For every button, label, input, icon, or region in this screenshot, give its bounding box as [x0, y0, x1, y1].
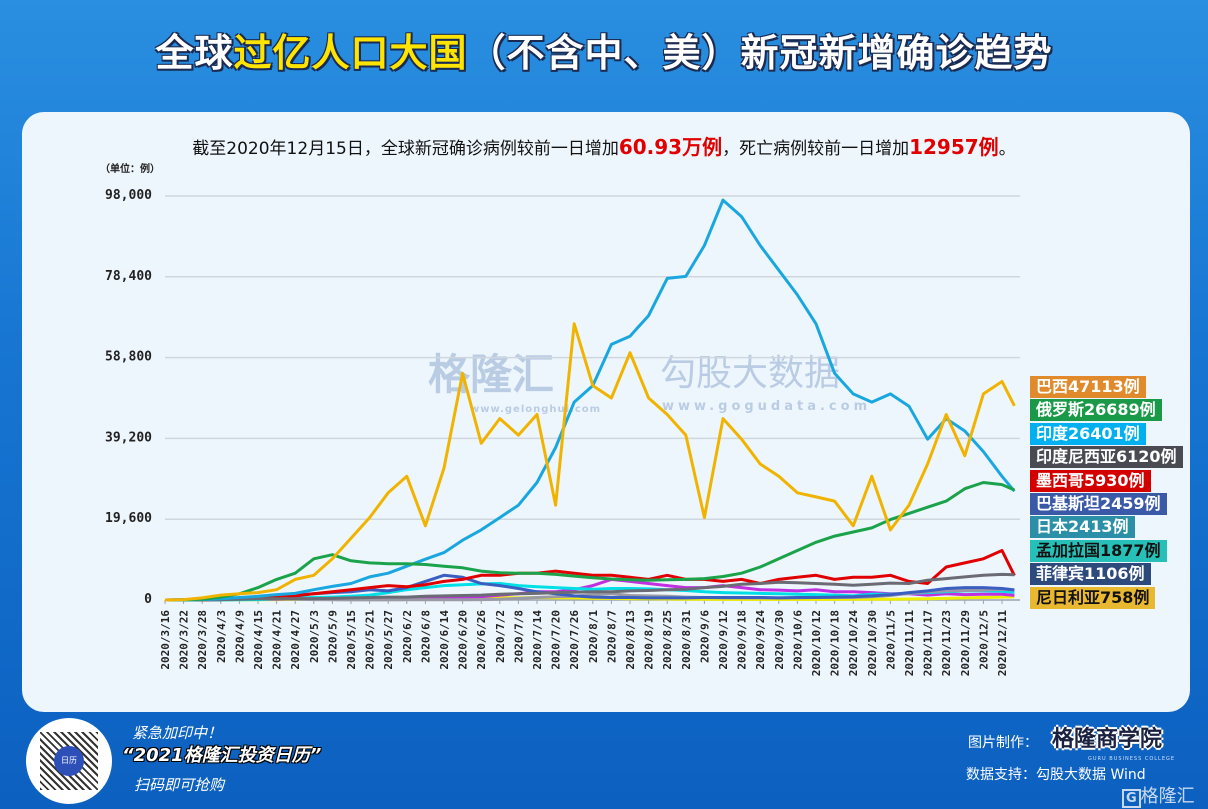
- legend-item: 孟加拉国1877例: [1030, 539, 1167, 562]
- x-tick-label: 2020/6/8: [419, 610, 432, 663]
- x-tick-label: 2020/8/31: [680, 610, 693, 670]
- title-part: 全球: [155, 31, 234, 75]
- x-tick-label: 2020/4/27: [289, 610, 302, 670]
- watermark-gelonghui-url: www.gelonghui.com: [470, 404, 602, 415]
- subtitle-text: 截至2020年12月15日，全球新冠确诊病例较前一日增加: [192, 139, 619, 159]
- x-tick-label: 2020/10/30: [866, 610, 879, 676]
- made-by-brand: 格隆商学院: [1052, 727, 1163, 752]
- x-tick-label: 2020/9/30: [773, 610, 786, 670]
- watermark-gogudata-url: www.gogudata.com: [662, 399, 872, 414]
- y-tick-label: 39,200: [105, 430, 152, 445]
- series-line-巴西: [164, 322, 1016, 602]
- series-line-印度尼西亚: [165, 572, 1015, 602]
- qr-logo: 日历: [54, 746, 84, 776]
- promo-line-2: “2021格隆汇投资日历”: [122, 745, 322, 766]
- x-tick-label: 2020/9/6: [698, 610, 711, 663]
- legend-item: 巴基斯坦2459例: [1030, 492, 1167, 515]
- y-tick-label: 0: [144, 592, 152, 607]
- x-tick-label: 2020/8/13: [624, 610, 637, 670]
- legend-item: 尼日利亚758例: [1030, 586, 1156, 609]
- logo-text: 格隆汇: [1140, 786, 1195, 807]
- x-tick-label: 2020/5/3: [308, 610, 321, 663]
- legend-item: 印度26401例: [1030, 422, 1146, 445]
- unit-label: （单位：例）: [100, 164, 160, 175]
- y-tick-label: 98,000: [105, 188, 152, 203]
- x-tick-label: 2020/6/20: [457, 610, 470, 670]
- x-tick-label: 2020/11/5: [884, 610, 897, 670]
- legend-item: 菲律宾1106例: [1030, 563, 1151, 586]
- x-tick-label: 2020/7/2: [494, 610, 507, 663]
- series-line-墨西哥: [165, 549, 1016, 602]
- x-tick-label: 2020/5/15: [345, 610, 358, 670]
- watermark-text: 格隆汇: [428, 350, 555, 399]
- y-tick-label: 58,800: [105, 350, 152, 365]
- x-tick-label: 2020/10/6: [791, 610, 804, 670]
- x-tick-label: 2020/4/3: [215, 610, 228, 663]
- x-tick-label: 2020/12/5: [977, 610, 990, 670]
- legend-item: 日本2413例: [1030, 516, 1135, 539]
- x-tick-label: 2020/6/2: [401, 610, 414, 663]
- chart-subtitle: 截至2020年12月15日，全球新冠确诊病例较前一日增加60.93万例，死亡病例…: [0, 135, 1208, 161]
- promo-line-1: 紧急加印中！: [132, 724, 223, 742]
- legend-item: 俄罗斯26689例: [1030, 399, 1162, 422]
- x-tick-label: 2020/7/8: [512, 610, 525, 663]
- x-tick-label: 2020/8/19: [643, 610, 656, 670]
- made-by-label: 图片制作：: [968, 735, 1038, 751]
- series-line-印度: [165, 198, 1016, 602]
- legend-item: 印度尼西亚6120例: [1030, 446, 1183, 469]
- watermark-gogudata: 勾股大数据: [660, 353, 841, 394]
- promo-line-3: 扫码即可抢购: [134, 776, 225, 794]
- x-tick-label: 2020/8/25: [661, 610, 674, 670]
- x-tick-label: 2020/11/29: [959, 610, 972, 676]
- gelonghui-logo: G 格隆汇: [1122, 786, 1195, 808]
- made-by-brand-en: GURU BUSINESS COLLEGE: [1088, 756, 1176, 762]
- x-tick-label: 2020/12/11: [996, 610, 1009, 677]
- subtitle-text: ，死亡病例较前一日增加: [722, 139, 910, 159]
- y-tick-label: 78,400: [105, 269, 152, 284]
- x-tick-label: 2020/3/16: [159, 610, 172, 670]
- x-tick-label: 2020/7/20: [550, 610, 563, 670]
- qr-code[interactable]: 日历: [26, 718, 112, 804]
- subtitle-deaths: 12957例: [909, 135, 999, 159]
- legend-item: 墨西哥5930例: [1030, 469, 1151, 492]
- x-tick-label: 2020/10/18: [829, 610, 842, 676]
- x-tick-label: 2020/9/12: [717, 610, 730, 670]
- x-tick-label: 2020/5/21: [364, 610, 377, 670]
- x-tick-label: 2020/4/9: [233, 610, 246, 663]
- x-tick-label: 2020/7/14: [531, 610, 544, 670]
- x-tick-label: 2020/9/24: [754, 610, 767, 670]
- x-tick-label: 2020/10/12: [810, 610, 823, 676]
- title-highlight: 过亿人口大国: [233, 31, 468, 75]
- x-tick-label: 2020/11/11: [903, 610, 916, 677]
- title-part: （不含中、美）新冠新增确诊趋势: [467, 31, 1053, 75]
- page-title: 全球过亿人口大国（不含中、美）新冠新增确诊趋势: [0, 30, 1208, 76]
- x-tick-label: 2020/4/21: [271, 610, 284, 670]
- legend-item: 巴西47113例: [1030, 376, 1146, 398]
- x-tick-label: 2020/7/26: [568, 610, 581, 670]
- x-tick-label: 2020/3/22: [178, 610, 191, 670]
- x-tick-label: 2020/11/17: [922, 610, 935, 676]
- x-tick-label: 2020/5/27: [382, 610, 395, 670]
- x-tick-label: 2020/4/15: [252, 610, 265, 670]
- x-tick-label: 2020/8/1: [587, 610, 600, 663]
- x-tick-label: 2020/11/23: [940, 610, 953, 676]
- subtitle-cases: 60.93万例: [618, 135, 723, 159]
- x-tick-label: 2020/8/7: [605, 610, 618, 663]
- watermark-gelonghui: 格隆汇: [428, 350, 555, 399]
- chart-panel: [22, 112, 1190, 712]
- x-tick-label: 2020/3/28: [196, 610, 209, 670]
- x-tick-label: 2020/10/24: [847, 610, 860, 677]
- x-tick-label: 2020/6/14: [438, 610, 451, 670]
- series-line-俄罗斯: [164, 481, 1015, 602]
- y-tick-label: 19,600: [105, 511, 152, 526]
- g-logo-icon: G: [1122, 789, 1141, 808]
- x-tick-label: 2020/6/26: [475, 610, 488, 670]
- x-tick-label: 2020/9/18: [736, 610, 749, 670]
- subtitle-text: 。: [998, 139, 1016, 159]
- x-tick-label: 2020/5/9: [326, 610, 339, 663]
- legend: 巴西47113例 俄罗斯26689例 印度26401例 印度尼西亚6120例 墨西哥59…: [1030, 376, 1183, 610]
- data-source: 数据支持：勾股大数据 Wind: [966, 767, 1146, 783]
